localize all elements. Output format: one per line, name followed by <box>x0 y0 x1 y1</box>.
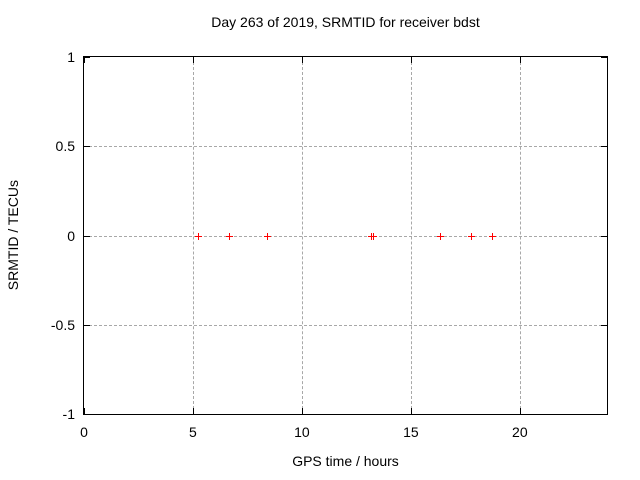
y-tick-label: -0.5 <box>50 316 75 333</box>
tick-mark-left <box>84 414 90 415</box>
y-tick-label: 0.5 <box>55 138 75 155</box>
tick-mark-left <box>84 57 90 58</box>
marker-vertical-stroke <box>440 232 442 240</box>
tick-mark-left <box>84 146 90 148</box>
y-tick-label: 0 <box>67 227 75 244</box>
tick-mark-right <box>601 235 607 237</box>
grid-line-horizontal <box>84 324 607 326</box>
tick-mark-right <box>601 57 607 58</box>
marker-vertical-stroke <box>470 232 472 240</box>
y-tick-label: 1 <box>67 49 75 65</box>
x-axis-label: GPS time / hours <box>292 453 399 469</box>
plot-title: Day 263 of 2019, SRMTID for receiver bds… <box>211 14 480 30</box>
marker-vertical-stroke <box>372 232 374 240</box>
x-tick-label: 5 <box>189 424 197 440</box>
grid-line-horizontal <box>84 146 607 148</box>
x-tick-label: 10 <box>294 424 310 440</box>
marker-vertical-stroke <box>491 232 493 240</box>
data-point-marker <box>488 232 496 240</box>
plot-area <box>83 56 608 415</box>
tick-mark-right <box>601 414 607 415</box>
y-tick-label: -1 <box>62 406 75 422</box>
tick-mark-left <box>84 235 90 237</box>
marker-vertical-stroke <box>267 232 269 240</box>
tick-mark-bottom <box>84 408 85 414</box>
tick-mark-top <box>410 57 412 63</box>
x-tick-label: 15 <box>403 424 419 440</box>
grid-line-horizontal <box>84 235 607 237</box>
tick-mark-top <box>84 57 85 63</box>
data-point-marker <box>467 232 475 240</box>
tick-mark-top <box>301 57 303 63</box>
tick-mark-top <box>519 57 521 63</box>
data-point-marker <box>437 232 445 240</box>
marker-vertical-stroke <box>228 232 230 240</box>
tick-mark-left <box>84 324 90 326</box>
tick-mark-bottom <box>301 408 303 414</box>
x-tick-label: 0 <box>80 424 88 440</box>
data-point-marker <box>225 232 233 240</box>
data-point-marker <box>195 232 203 240</box>
tick-mark-right <box>601 324 607 326</box>
tick-mark-bottom <box>192 408 194 414</box>
data-point-marker <box>264 232 272 240</box>
tick-mark-top <box>192 57 194 63</box>
tick-mark-bottom <box>410 408 412 414</box>
x-tick-label: 20 <box>512 424 528 440</box>
tick-mark-right <box>601 146 607 148</box>
tick-mark-bottom <box>519 408 521 414</box>
data-point-marker <box>369 232 377 240</box>
marker-vertical-stroke <box>198 232 200 240</box>
